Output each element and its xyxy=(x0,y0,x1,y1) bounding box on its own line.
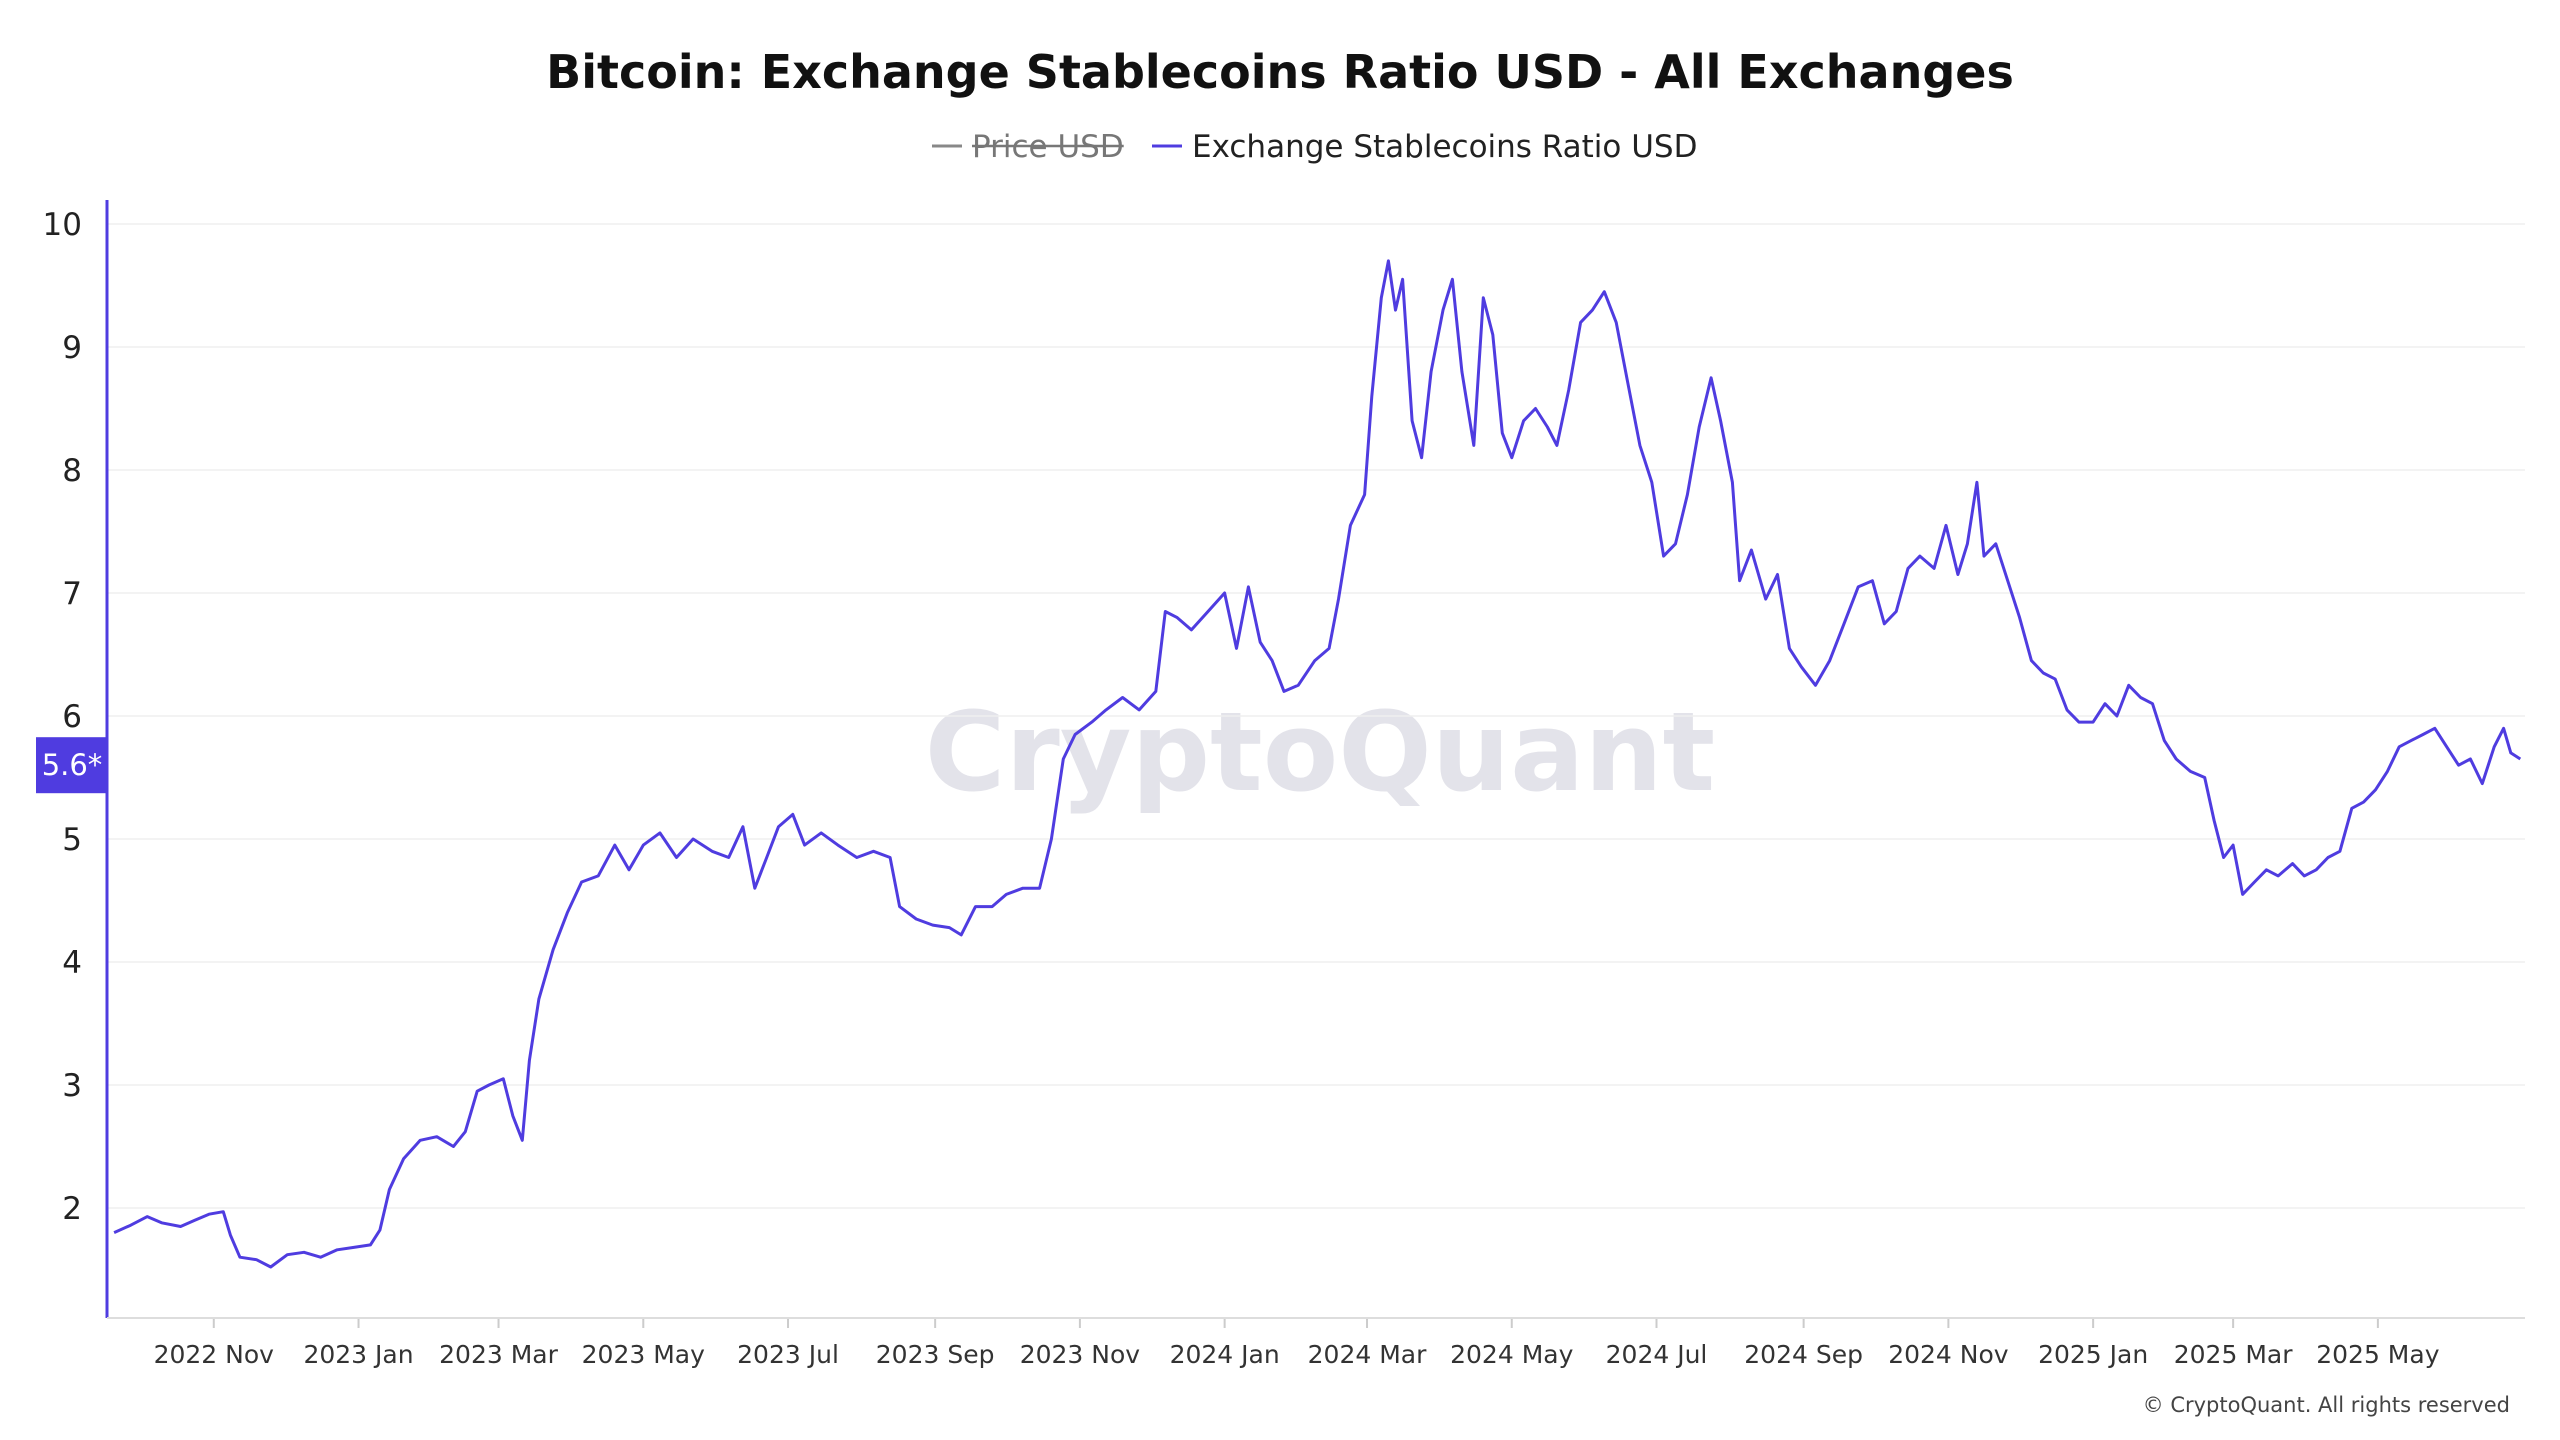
x-tick-label-11: 2024 Sep xyxy=(1744,1340,1863,1369)
grid-layer xyxy=(107,223,2525,1209)
legend: Price USD Exchange Stablecoins Ratio USD xyxy=(932,129,1697,165)
current-value-badge: 5.6* xyxy=(36,737,108,794)
x-tick-label-8: 2024 Mar xyxy=(1308,1340,1427,1369)
legend-item-ratio[interactable]: Exchange Stablecoins Ratio USD xyxy=(1152,129,1697,165)
x-tick-label-3: 2023 May xyxy=(582,1340,705,1369)
y-tick-label-9: 9 xyxy=(62,330,82,366)
y-tick-label-4: 4 xyxy=(62,945,82,981)
y-tick-label-7: 7 xyxy=(62,576,82,612)
copyright-credit: © CryptoQuant. All rights reserved xyxy=(2143,1393,2510,1417)
x-tick-label-1: 2023 Jan xyxy=(303,1340,413,1369)
x-tick-label-13: 2025 Jan xyxy=(2038,1340,2148,1369)
x-axis-ticks: 2022 Nov 2023 Jan 2023 Mar 2023 May 2023 Jul… xyxy=(154,1318,2440,1369)
x-tick-label-2: 2023 Mar xyxy=(439,1340,558,1369)
legend-item-price[interactable]: Price USD xyxy=(932,129,1124,165)
y-tick-label-3: 3 xyxy=(62,1068,82,1104)
current-value-badge-label: 5.6* xyxy=(42,748,103,782)
x-tick-label-9: 2024 May xyxy=(1450,1340,1573,1369)
series-layer xyxy=(113,259,2522,1269)
current-value-badge-bg xyxy=(36,737,108,794)
y-tick-label-8: 8 xyxy=(62,453,82,489)
y-tick-label-6: 6 xyxy=(62,699,82,735)
y-tick-label-2: 2 xyxy=(62,1191,82,1227)
legend-label-ratio: Exchange Stablecoins Ratio USD xyxy=(1192,129,1697,165)
x-tick-label-0: 2022 Nov xyxy=(154,1340,275,1369)
x-tick-label-7: 2024 Jan xyxy=(1170,1340,1280,1369)
x-tick-label-10: 2024 Jul xyxy=(1606,1340,1708,1369)
y-tick-label-5: 5 xyxy=(62,822,82,858)
watermark: CryptoQuant xyxy=(925,688,1716,816)
series-line-exchange-stablecoins-ratio xyxy=(113,259,2522,1269)
x-tick-label-15: 2025 May xyxy=(2316,1340,2439,1369)
y-axis-ticks: 2 3 4 5 6 7 8 9 10 xyxy=(43,207,82,1227)
x-tick-label-4: 2023 Jul xyxy=(737,1340,839,1369)
x-tick-label-5: 2023 Sep xyxy=(876,1340,995,1369)
x-tick-label-14: 2025 Mar xyxy=(2174,1340,2293,1369)
x-tick-label-6: 2023 Nov xyxy=(1020,1340,1141,1369)
x-tick-label-12: 2024 Nov xyxy=(1888,1340,2009,1369)
chart-title: Bitcoin: Exchange Stablecoins Ratio USD … xyxy=(546,45,2014,99)
y-tick-label-10: 10 xyxy=(43,207,82,243)
